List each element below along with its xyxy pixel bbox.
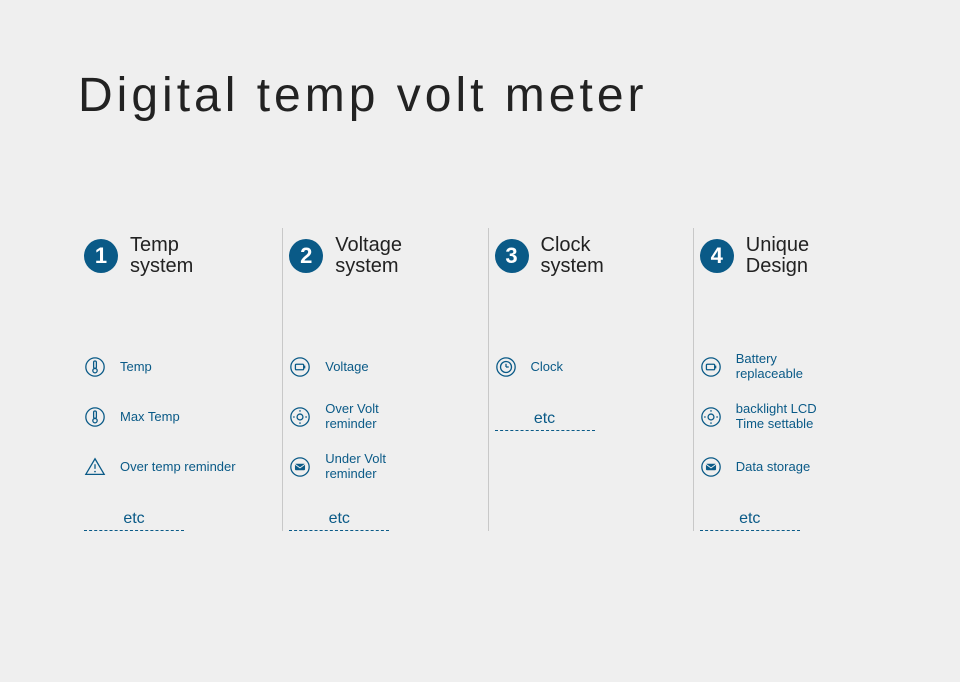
column-head: 4 Unique Design	[700, 228, 892, 284]
feature-item: Temp	[84, 342, 276, 392]
column-head: 2 Voltage system	[289, 228, 481, 284]
feature-label: Clock	[531, 360, 564, 375]
feature-item: Data storage	[700, 442, 892, 492]
warning-icon	[84, 456, 106, 478]
thermometer-icon	[84, 406, 106, 428]
feature-list: Battery replaceable backlight LCD Time se…	[700, 342, 892, 492]
feature-item: Over Volt reminder	[289, 392, 481, 442]
column-number-badge: 1	[84, 239, 118, 273]
envelope-icon	[700, 456, 722, 478]
column-head: 3 Clock system	[495, 228, 687, 284]
clock-icon	[495, 356, 517, 378]
column-number-badge: 4	[700, 239, 734, 273]
column-number-badge: 2	[289, 239, 323, 273]
feature-label: Over Volt reminder	[325, 402, 378, 432]
feature-item: Clock	[495, 342, 687, 392]
bulb-icon	[289, 406, 311, 428]
feature-columns: 1 Temp system Temp Max Temp Over temp remind…	[78, 228, 898, 531]
feature-list: Temp Max Temp Over temp reminder	[84, 342, 276, 492]
bulb-icon	[700, 406, 722, 428]
feature-label: Temp	[120, 360, 152, 375]
etc-label: etc	[84, 510, 184, 531]
column-title: Unique Design	[746, 235, 809, 277]
column-title: Clock system	[541, 235, 604, 277]
column-head: 1 Temp system	[84, 228, 276, 284]
envelope-icon	[289, 456, 311, 478]
feature-label: Voltage	[325, 360, 368, 375]
column-3: 3 Clock system Clock etc	[488, 228, 693, 531]
feature-label: Max Temp	[120, 410, 180, 425]
feature-label: backlight LCD Time settable	[736, 402, 817, 432]
column-4: 4 Unique Design Battery replaceable backlig…	[693, 228, 898, 531]
feature-item: Battery replaceable	[700, 342, 892, 392]
column-1: 1 Temp system Temp Max Temp Over temp remind…	[78, 228, 282, 531]
feature-label: Over temp reminder	[120, 460, 236, 475]
etc-label: etc	[700, 510, 800, 531]
feature-item: Over temp reminder	[84, 442, 276, 492]
thermometer-icon	[84, 356, 106, 378]
feature-label: Data storage	[736, 460, 810, 475]
feature-list: Clock	[495, 342, 687, 392]
feature-item: backlight LCD Time settable	[700, 392, 892, 442]
feature-item: Under Volt reminder	[289, 442, 481, 492]
page-title: Digital temp volt meter	[78, 68, 648, 123]
feature-label: Battery replaceable	[736, 352, 803, 382]
feature-item: Voltage	[289, 342, 481, 392]
feature-label: Under Volt reminder	[325, 452, 386, 482]
column-title: Voltage system	[335, 235, 402, 277]
feature-item: Max Temp	[84, 392, 276, 442]
etc-label: etc	[289, 510, 389, 531]
column-title: Temp system	[130, 235, 193, 277]
column-number-badge: 3	[495, 239, 529, 273]
column-2: 2 Voltage system Voltage Over Volt reminder…	[282, 228, 487, 531]
feature-list: Voltage Over Volt reminder Under Volt remi…	[289, 342, 481, 492]
battery-icon	[700, 356, 722, 378]
etc-label: etc	[495, 410, 595, 431]
battery-icon	[289, 356, 311, 378]
